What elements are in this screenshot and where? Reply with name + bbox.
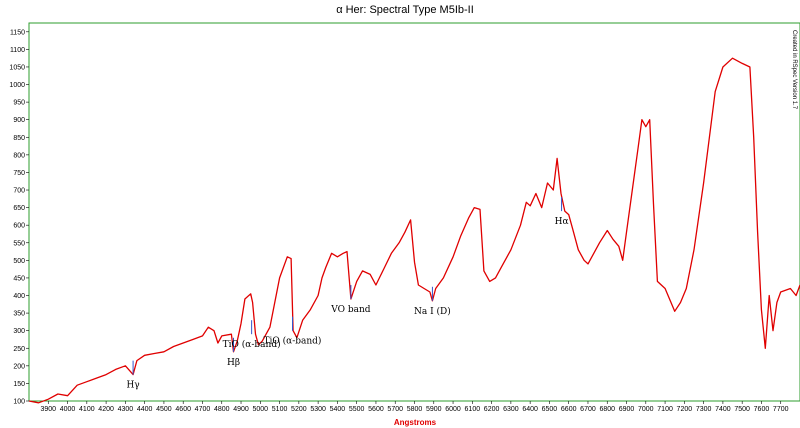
- x-tick-label: 4200: [98, 406, 114, 413]
- x-tick-label: 5000: [253, 406, 269, 413]
- x-tick-label: 7300: [696, 406, 712, 413]
- x-tick-label: 7000: [638, 406, 654, 413]
- x-tick-label: 6600: [561, 406, 577, 413]
- x-tick-label: 5700: [387, 406, 403, 413]
- x-tick-label: 5200: [291, 406, 307, 413]
- y-tick-label: 650: [13, 205, 25, 212]
- line-annotation-label: TiO (α-band): [223, 339, 281, 350]
- y-tick-label: 800: [13, 152, 25, 159]
- y-tick-label: 550: [13, 240, 25, 247]
- y-tick-label: 150: [13, 381, 25, 388]
- x-tick-label: 4000: [60, 406, 76, 413]
- line-annotation-label: VO band: [330, 305, 371, 315]
- x-tick-label: 5600: [368, 406, 384, 413]
- x-tick-label: 6700: [580, 406, 596, 413]
- spectrum-marks: [28, 57, 800, 404]
- x-tick-label: 5300: [310, 406, 326, 413]
- x-tick-label: 6100: [465, 406, 481, 413]
- y-tick-label: 1000: [9, 82, 25, 89]
- chart-title: α Her: Spectral Type M5Ib-II: [336, 4, 474, 16]
- axis-ticks: 100 150 200 250 300 350 400 450 500 550 600 650 700 7…: [9, 29, 788, 413]
- x-tick-label: 5500: [349, 406, 365, 413]
- y-tick-label: 350: [13, 311, 25, 318]
- line-annotation-label: Na I (D): [414, 306, 451, 317]
- x-tick-label: 4900: [233, 406, 249, 413]
- x-tick-label: 4300: [118, 406, 134, 413]
- line-annotation-label: Hβ: [227, 358, 240, 368]
- line-annotation-label: Hα: [555, 217, 569, 227]
- x-tick-label: 7700: [773, 406, 789, 413]
- y-tick-label: 400: [13, 293, 25, 300]
- y-tick-label: 300: [13, 328, 25, 335]
- x-tick-label: 6900: [619, 406, 635, 413]
- x-tick-label: 4700: [195, 406, 211, 413]
- y-tick-label: 600: [13, 223, 25, 230]
- y-tick-label: 200: [13, 363, 25, 370]
- x-tick-label: 7100: [657, 406, 673, 413]
- x-tick-label: 6200: [484, 406, 500, 413]
- x-tick-label: 5100: [272, 406, 288, 413]
- x-tick-label: 4100: [79, 406, 95, 413]
- x-tick-label: 6500: [542, 406, 558, 413]
- x-tick-label: 6000: [445, 406, 461, 413]
- y-tick-label: 500: [13, 258, 25, 265]
- x-tick-label: 3900: [40, 406, 56, 413]
- y-tick-label: 850: [13, 135, 25, 142]
- x-tick-label: 7400: [715, 406, 731, 413]
- y-tick-label: 950: [13, 100, 25, 107]
- y-tick-label: 700: [13, 188, 25, 195]
- x-axis-label: Angstroms: [394, 418, 437, 427]
- x-tick-label: 4600: [175, 406, 191, 413]
- y-tick-label: 1050: [9, 64, 25, 71]
- x-tick-label: 6800: [599, 406, 615, 413]
- line-annotations: Hγ Hβ TiO (α-band)TiO (α-band) VO band Na I …: [126, 197, 569, 391]
- x-tick-label: 4800: [214, 406, 230, 413]
- x-tick-label: 7200: [677, 406, 693, 413]
- line-annotation-label: Hγ: [126, 381, 139, 391]
- version-note: Created in RSpec Version 1.7: [791, 30, 797, 110]
- x-tick-label: 6300: [503, 406, 519, 413]
- line-annotation-label: TiO (α-band): [264, 336, 322, 347]
- x-tick-label: 5400: [330, 406, 346, 413]
- plot-frame: [28, 22, 800, 402]
- x-tick-label: 7500: [734, 406, 750, 413]
- x-tick-label: 5900: [426, 406, 442, 413]
- x-tick-label: 6400: [522, 406, 538, 413]
- y-tick-label: 100: [13, 399, 25, 406]
- x-tick-label: 4400: [137, 406, 153, 413]
- y-tick-label: 1150: [10, 29, 25, 36]
- y-tick-label: 1100: [10, 47, 25, 54]
- y-tick-label: 900: [13, 117, 25, 124]
- x-tick-label: 5800: [407, 406, 423, 413]
- y-tick-label: 250: [13, 346, 25, 353]
- y-tick-label: 450: [13, 275, 25, 282]
- y-tick-label: 750: [13, 170, 25, 177]
- spectrum-line: [28, 57, 800, 404]
- x-tick-label: 7600: [754, 406, 770, 413]
- x-tick-label: 4500: [156, 406, 172, 413]
